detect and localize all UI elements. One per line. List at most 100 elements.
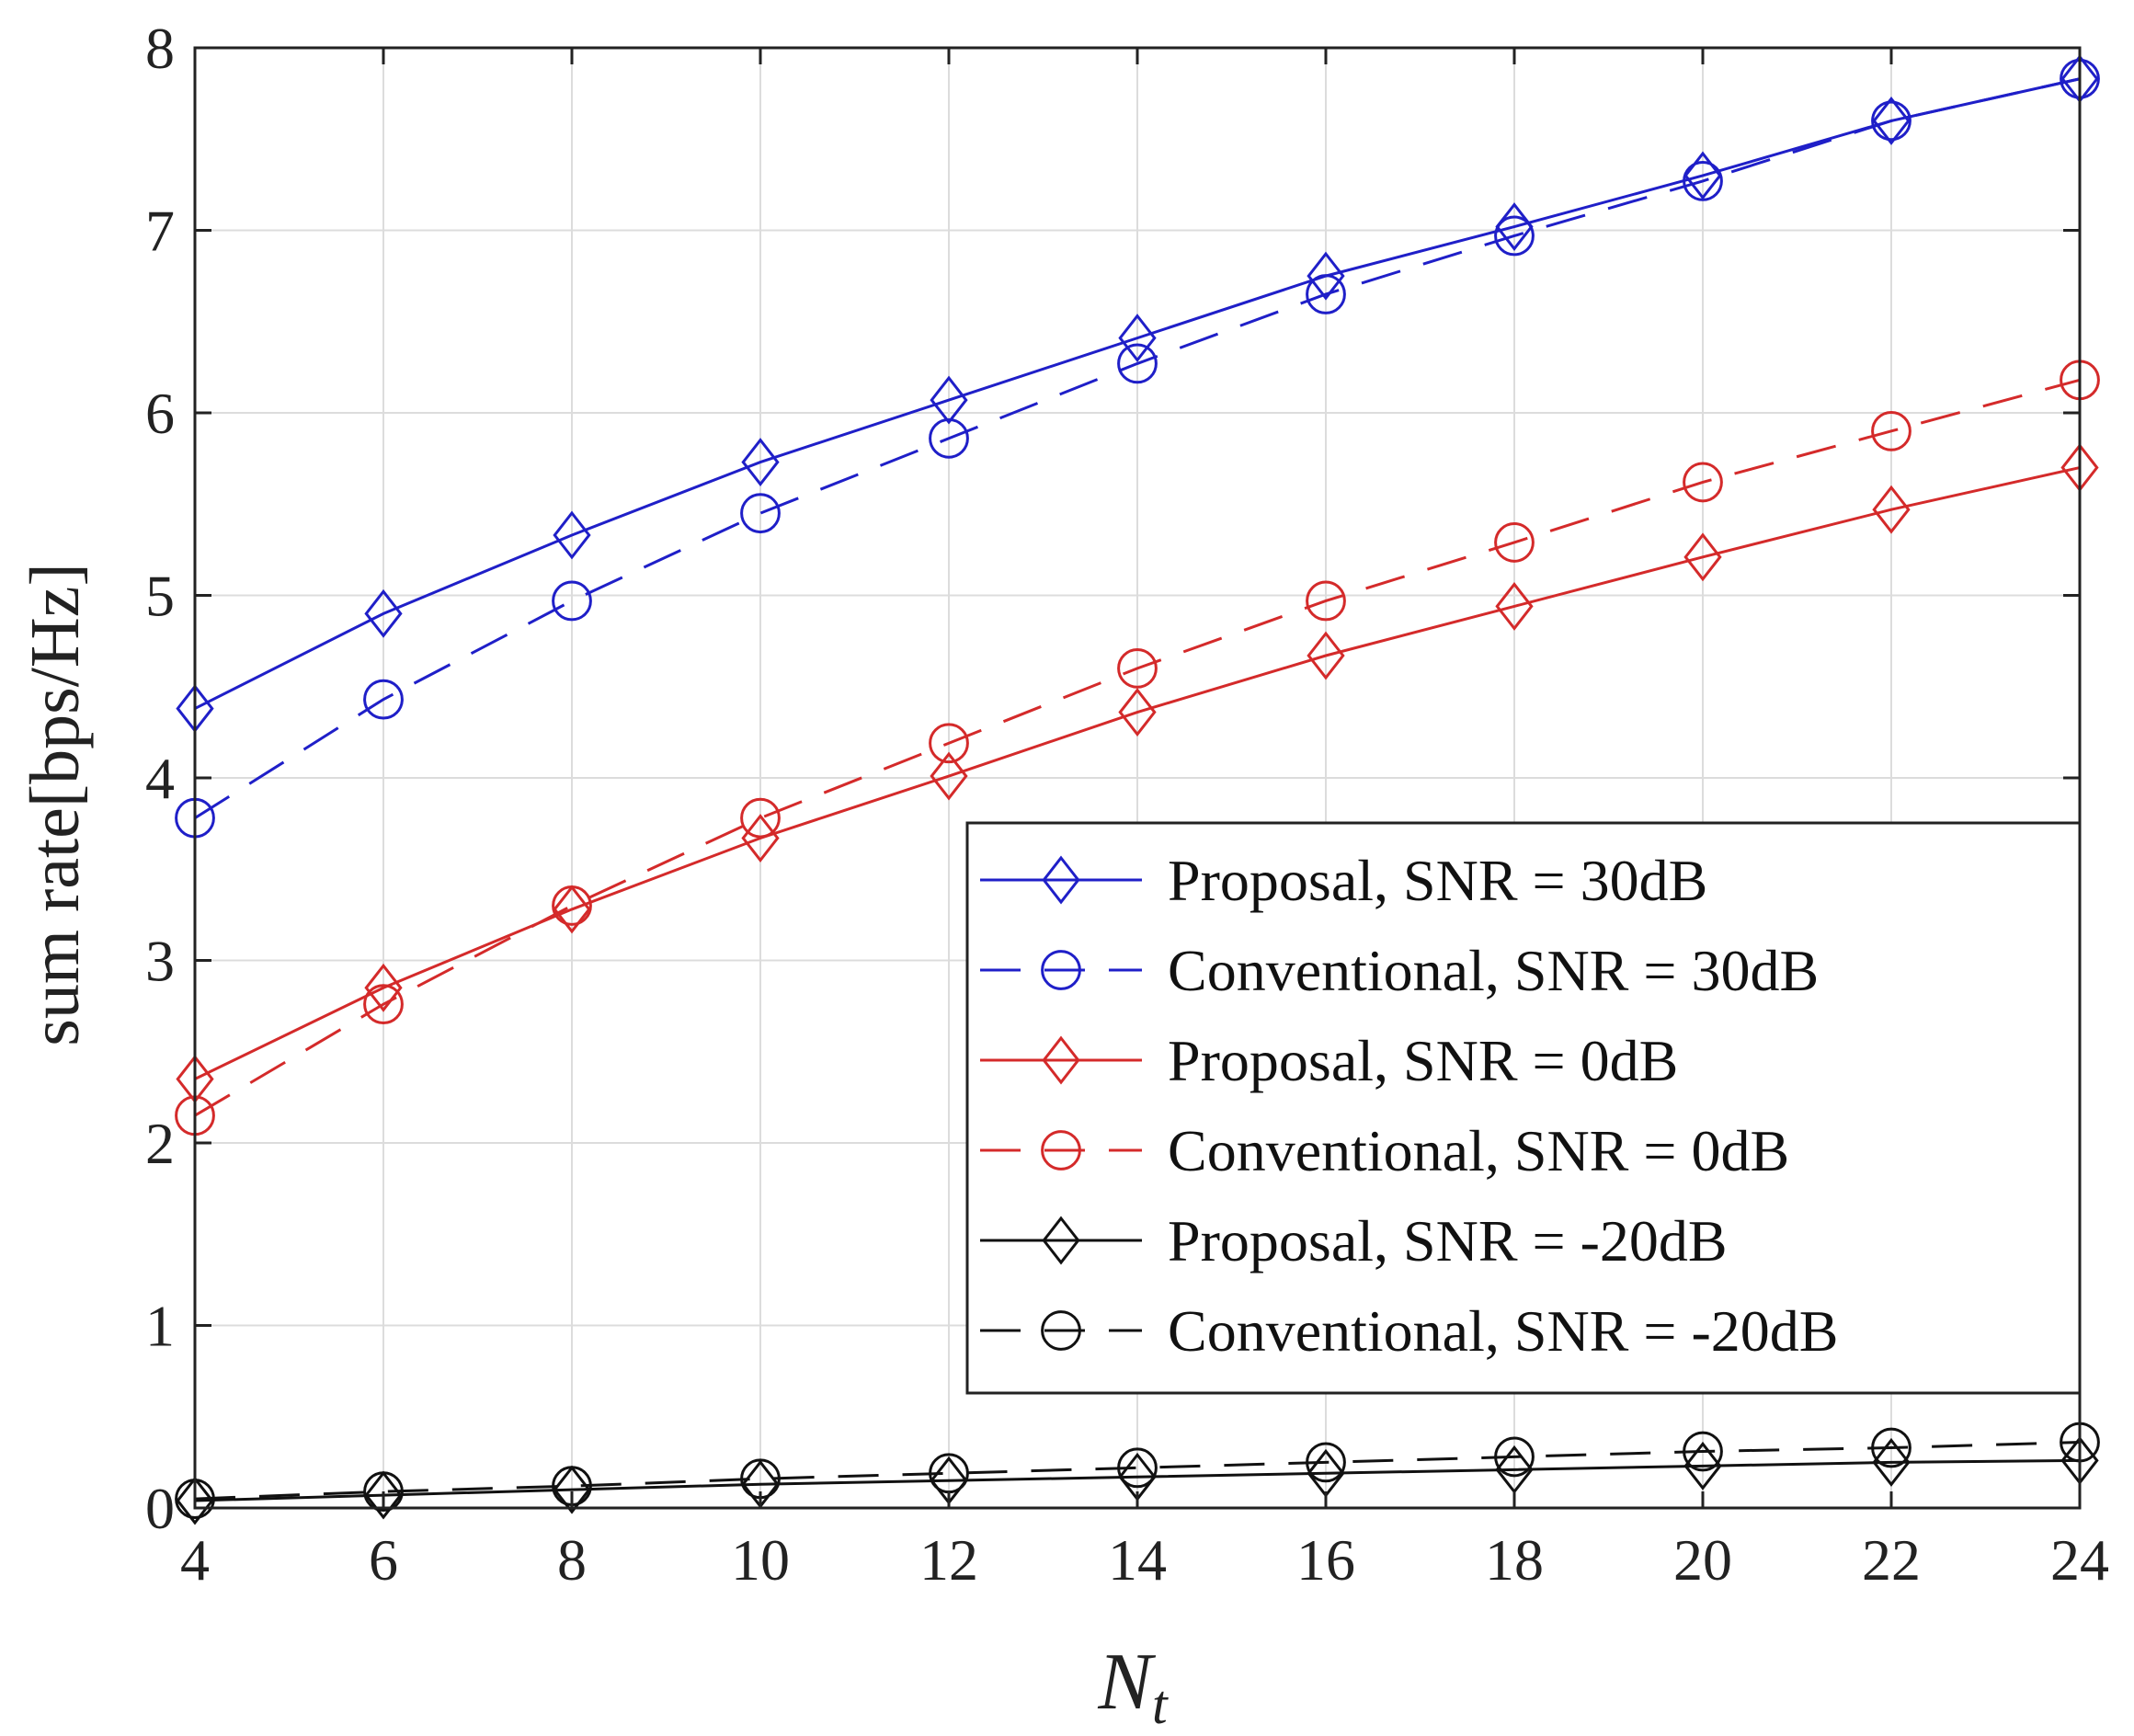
data-point (929, 723, 969, 764)
data-point (363, 1471, 404, 1513)
data-point (1117, 343, 1158, 384)
y-tick-label: 0 (145, 1476, 175, 1541)
data-point (1872, 485, 1911, 534)
legend-label: Proposal, SNR = 0dB (1168, 1028, 1678, 1093)
series-line (194, 1458, 2081, 1502)
legend-entry: Proposal, SNR = -20dB (980, 1208, 1728, 1273)
y-tick-label: 1 (145, 1294, 175, 1359)
data-point (1872, 1437, 1911, 1487)
legend-marker (1042, 1035, 1080, 1085)
data-point (1683, 1441, 1722, 1490)
data-point (1683, 151, 1722, 200)
legend-label: Conventional, SNR = 0dB (1168, 1118, 1789, 1183)
axes (193, 46, 2082, 1510)
series-line (194, 378, 2081, 1117)
data-point (176, 1476, 214, 1525)
y-tick-label: 3 (145, 929, 175, 994)
legend-label: Conventional, SNR = 30dB (1168, 938, 1819, 1003)
data-point (741, 438, 780, 487)
y-tick-label: 5 (145, 564, 175, 629)
legend-marker (1042, 1216, 1080, 1265)
data-point (1683, 161, 1723, 201)
x-tick-label: 16 (1296, 1527, 1355, 1593)
data-point (1494, 522, 1535, 563)
data-point (552, 885, 592, 926)
data-point (1871, 100, 1911, 142)
legend-entry: Conventional, SNR = -20dB (980, 1298, 1838, 1364)
legend-box (965, 821, 2082, 1395)
legend-entry: Conventional, SNR = 0dB (980, 1118, 1789, 1183)
data-point (364, 963, 403, 1012)
series-2 (176, 443, 2099, 1103)
data-point (1306, 274, 1346, 314)
legend-entry: Proposal, SNR = 30dB (980, 848, 1707, 913)
series-line (194, 77, 2081, 710)
legend-label: Proposal, SNR = -20dB (1168, 1208, 1728, 1273)
data-point (1306, 1442, 1346, 1483)
data-point (1307, 251, 1345, 301)
x-tick-label: 8 (557, 1527, 587, 1593)
y-axis-label: sum rate[bps/Hz] (17, 563, 94, 1046)
legend: Proposal, SNR = 30dB Conventional, SNR = … (965, 821, 2082, 1395)
y-tick-label: 8 (145, 16, 175, 81)
x-axis-label-subscript: t (1152, 1674, 1169, 1735)
y-tick-label: 2 (145, 1111, 175, 1176)
x-axis-label-base: N (1097, 1638, 1156, 1727)
data-point (553, 510, 591, 560)
data-point (1683, 532, 1722, 582)
data-point (363, 679, 404, 720)
legend-marker (1042, 855, 1080, 905)
data-point (1494, 215, 1535, 257)
x-tick-label: 18 (1485, 1527, 1544, 1593)
y-tick-label: 6 (145, 381, 175, 446)
series-5 (175, 1422, 2100, 1519)
data-point (553, 1465, 591, 1514)
legend-marker (1041, 950, 1081, 990)
data-point (364, 1470, 403, 1520)
data-point (1307, 631, 1345, 680)
legend-entry: Conventional, SNR = 30dB (980, 938, 1819, 1003)
series-line (194, 1441, 2081, 1501)
data-point (1683, 462, 1723, 503)
x-tick-label: 22 (1862, 1527, 1921, 1593)
x-tick-label: 12 (919, 1527, 978, 1593)
data-point (1871, 410, 1911, 451)
x-tick-label: 20 (1673, 1527, 1732, 1593)
data-point (930, 375, 968, 425)
x-tick-label: 24 (2050, 1527, 2109, 1593)
data-point (553, 885, 591, 934)
data-point (1306, 580, 1346, 622)
legend-entry: Proposal, SNR = 0dB (980, 1028, 1678, 1093)
data-point (1872, 96, 1911, 145)
legend-label: Conventional, SNR = -20dB (1168, 1298, 1838, 1364)
data-point (1118, 688, 1157, 737)
data-point (740, 493, 781, 534)
series-line (194, 466, 2081, 1080)
x-tick-label: 4 (180, 1527, 210, 1593)
legend-label: Proposal, SNR = 30dB (1168, 848, 1707, 913)
data-point (1117, 1447, 1158, 1489)
x-axis-label: Nt (1097, 1638, 1169, 1735)
y-tick-label: 7 (145, 199, 175, 264)
data-point (930, 751, 968, 801)
x-tick-label: 6 (369, 1527, 398, 1593)
data-point (552, 580, 592, 622)
data-point (1495, 581, 1534, 631)
y-tick-label: 4 (145, 746, 175, 811)
series-line (194, 77, 2081, 819)
legend-marker (1041, 1130, 1081, 1171)
data-point (1118, 314, 1157, 363)
data-point (364, 588, 403, 638)
legend-marker (1041, 1310, 1081, 1351)
data-point (363, 984, 404, 1025)
x-tick-label: 10 (731, 1527, 790, 1593)
data-point (1117, 648, 1158, 689)
data-point (1871, 1427, 1911, 1468)
data-point (741, 814, 780, 862)
data-point (1683, 1431, 1723, 1472)
data-point (740, 797, 781, 839)
x-tick-label: 14 (1108, 1527, 1167, 1593)
data-point (1494, 1436, 1535, 1478)
